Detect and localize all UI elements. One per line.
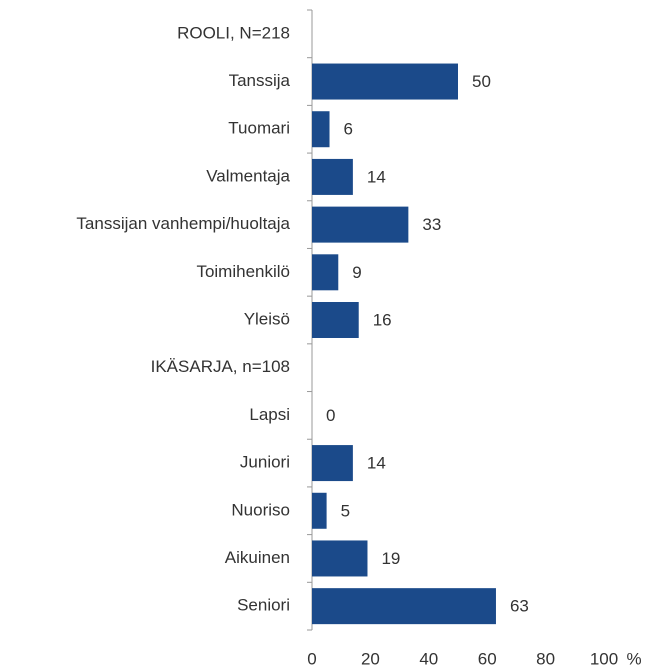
- y-tick-label: Tanssija: [229, 71, 291, 90]
- y-tick-label: Juniori: [240, 453, 290, 472]
- y-tick-label: Valmentaja: [206, 166, 290, 185]
- bar: [312, 206, 409, 243]
- x-tick-label: 80: [536, 649, 555, 668]
- bar: [312, 302, 359, 338]
- data-label: 0: [326, 406, 335, 425]
- y-tick-label: Toimihenkilö: [196, 262, 290, 281]
- y-tick-label: Yleisö: [244, 309, 290, 328]
- y-tick-label: ROOLI, N=218: [177, 23, 290, 42]
- bar: [312, 158, 353, 195]
- y-tick-label: Nuoriso: [231, 500, 290, 519]
- x-tick-label: 0: [307, 649, 316, 668]
- x-tick-label: 20: [361, 649, 380, 668]
- data-label: 6: [344, 120, 353, 139]
- y-tick-label: Seniori: [237, 596, 290, 615]
- bar: [312, 63, 458, 100]
- data-label: 33: [422, 215, 441, 234]
- y-tick-label: Tanssijan vanhempi/huoltaja: [76, 214, 290, 233]
- y-tick-label: Lapsi: [249, 405, 290, 424]
- x-axis-label: %: [626, 649, 641, 668]
- data-label: 14: [367, 167, 386, 186]
- bar: [312, 492, 327, 529]
- bar: [312, 540, 368, 577]
- bar: [312, 588, 496, 625]
- x-tick-label: 60: [478, 649, 497, 668]
- y-tick-label: IKÄSARJA, n=108: [151, 357, 290, 376]
- data-label: 50: [472, 72, 491, 91]
- x-tick-label: 40: [419, 649, 438, 668]
- y-tick-label: Aikuinen: [225, 548, 290, 567]
- data-label: 9: [352, 263, 361, 282]
- y-tick-label: Tuomari: [228, 119, 290, 138]
- data-label: 63: [510, 597, 529, 616]
- data-label: 5: [341, 501, 350, 520]
- x-tick-label: 100: [590, 649, 618, 668]
- bar: [312, 111, 330, 148]
- data-label: 16: [373, 310, 392, 329]
- data-label: 19: [381, 549, 400, 568]
- bar: [312, 445, 353, 482]
- bar: [312, 254, 339, 291]
- data-label: 14: [367, 454, 386, 473]
